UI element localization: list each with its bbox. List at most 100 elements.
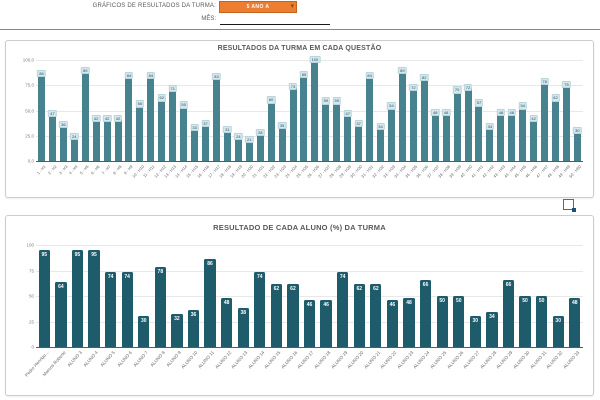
bar-slot: 56 [134,60,145,161]
x-tick: 45 - H45 [514,161,528,197]
x-tick: 7 - H7 [101,161,113,197]
bar-value-label: 84 [365,72,374,80]
bar-value-label: 46 [306,302,313,309]
x-tick: 35 - H35 [404,161,419,197]
bar: 72 [409,84,418,161]
bar-value-label: 56 [135,100,145,108]
x-tick-label: 2 - H2 [46,164,58,176]
bar-value-label: 50 [439,298,445,304]
bar: 82 [420,74,429,161]
bar-slot: 64 [53,245,70,347]
x-tick-label: ALUNO 8 [149,350,166,368]
bar-value-label: 48 [223,300,230,307]
x-tick: 29 - H29 [339,161,353,197]
bars: 95 64 95 95 74 74 30 78 32 36 86 48 38 74 62 62 46 46 74 62… [36,245,583,347]
bar-slot: 82 [419,60,430,161]
bar-value-label: 55 [179,101,188,109]
x-tick: ALUNO 6 [116,347,136,395]
x-tick: ALUNO 11 [197,347,219,395]
bar: 100 [309,56,321,161]
bar: 75 [562,81,571,161]
x-tick: ALUNO 33 [562,347,584,395]
x-tick: 41 - H41 [470,161,485,197]
bar: 56 [135,100,145,161]
bar-value-label: 86 [37,70,46,78]
bar-value-label: 32 [174,316,180,323]
x-tick: 15 - H15 [185,161,200,197]
bar: 35 [277,121,287,161]
x-tick: 30 - H30 [349,161,364,197]
month-label: MÊS: [201,16,216,22]
shape-square-icon[interactable] [563,199,576,212]
bar-slot: 42 [528,60,539,161]
bar-value-label: 38 [240,310,246,317]
chart-students[interactable]: RESULTADO DE CADA ALUNO (%) DA TURMA 100… [5,215,594,396]
class-dropdown[interactable]: 5 ANO A ▾ [219,1,297,13]
bar: 66 [502,279,515,347]
bar: 78 [540,78,549,161]
x-tick: 19 - H19 [229,161,244,197]
bar: 37 [201,119,210,161]
bar: 62 [353,283,365,347]
bar-slot: 83 [211,60,222,161]
bar: 59 [321,97,331,161]
bar-value-label: 30 [472,318,479,325]
bar-slot: 46 [301,245,318,347]
bar: 30 [138,316,150,347]
bar-value-label: 35 [277,121,287,129]
charts-header-label: GRÁFICOS DE RESULTADOS DA TURMA: [92,3,216,9]
bar-value-label: 100 [309,56,321,64]
bar-value-label: 48 [572,300,578,307]
x-tick: ALUNO 5 [99,347,119,395]
bar-slot: 50 [434,245,451,347]
bar-value-label: 82 [420,74,429,82]
bar-slot: 57 [474,60,485,161]
gridline [36,60,583,61]
x-tick: 21 - H21 [251,161,266,197]
gridline [36,161,583,162]
x-tick: 16 - H16 [196,161,211,197]
x-tick: 50 - H50 [568,161,583,197]
chart-questions[interactable]: RESULTADOS DA TURMA EM CADA QUESTÃO 100,… [5,40,594,198]
bar: 71 [168,85,177,161]
bar-slot: 48 [441,60,452,161]
bar: 95 [71,250,84,347]
bar-slot: 78 [152,245,169,347]
x-tick: ALUNO 10 [181,347,202,395]
shape-resize-handle[interactable] [572,208,576,212]
bar-slot: 36 [58,60,69,161]
x-labels: 1 - H1 2 - H2 3 - H3 4 - H4 5 - H5 6 - H6 7 - … [35,161,583,197]
bar-value-label: 72 [409,84,418,92]
gridline [36,110,583,112]
x-tick: ALUNO 8 [149,347,169,395]
bar-value-label: 36 [59,120,68,128]
y-tick-label: 50 [28,293,34,299]
bar-value-label: 31 [223,125,232,133]
bar: 42 [102,114,112,161]
bar-slot: 62 [156,60,167,161]
bar-value-label: 78 [157,269,164,276]
x-tick: ALUNO 26 [446,347,467,395]
bar-slot: 48 [567,245,584,347]
gridline [36,347,583,348]
bar-value-label: 86 [207,261,213,268]
bar-value-label: 48 [507,108,517,116]
bar-slot: 46 [318,245,335,347]
bar: 30 [552,316,564,347]
bar-value-label: 28 [255,128,265,136]
bar-value-label: 48 [496,108,506,116]
x-tick: 22 - H22 [262,161,277,197]
x-tick: ALUNO 16 [280,347,302,395]
bar: 33 [190,123,199,161]
bar-slot: 37 [353,60,364,161]
bar: 28 [255,128,265,161]
y-tick-label: 0 [31,344,34,350]
x-tick-label: 1 - H1 [35,164,47,176]
month-input[interactable] [220,14,330,25]
bar-value-label: 62 [290,285,296,292]
bar-value-label: 30 [573,126,582,134]
bar-slot: 32 [169,245,186,347]
bar-value-label: 89 [398,67,407,75]
x-tick-label: ALUNO 7 [132,350,150,368]
bar: 46 [320,300,332,347]
